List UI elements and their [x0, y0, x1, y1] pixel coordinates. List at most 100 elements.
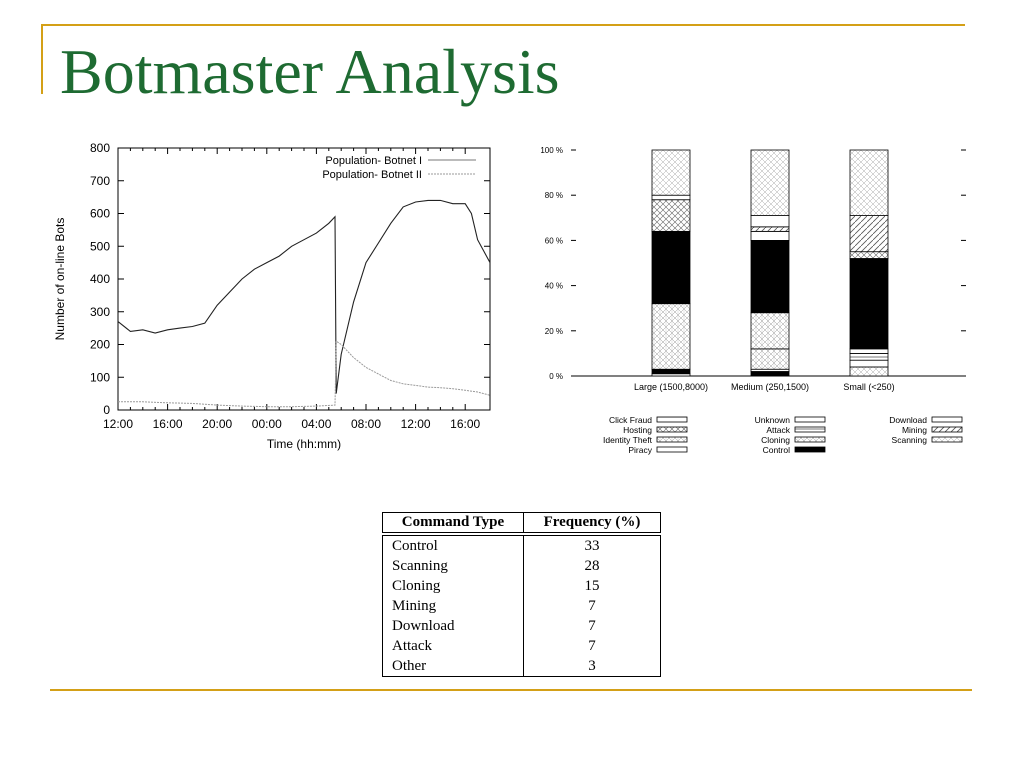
bar-segment — [750, 348, 790, 370]
frequency-cell: 28 — [523, 556, 661, 576]
bar-segment — [849, 251, 889, 259]
bar-segment — [750, 371, 790, 377]
y-tick-label: 500 — [90, 239, 110, 253]
y-tick-label: 600 — [90, 207, 110, 221]
command-type-cell: Attack — [382, 636, 524, 656]
bar-segment — [651, 149, 691, 196]
bar-segment — [750, 230, 790, 241]
table-row: Mining 7 — [382, 596, 661, 616]
bar-category-label: Small (<250) — [843, 382, 894, 392]
command-type-cell: Cloning — [382, 576, 524, 596]
series-line-botnet-1 — [118, 199, 490, 394]
bar-y-tick-label: 100 % — [540, 146, 563, 155]
y-tick-label: 700 — [90, 174, 110, 188]
bar-legend-label: Download — [889, 415, 927, 425]
bar-segment — [849, 215, 889, 253]
y-tick-label: 400 — [90, 272, 110, 286]
table-row: Control 33 — [382, 534, 661, 556]
bar-segment — [750, 312, 790, 350]
bar-y-tick-label: 0 % — [549, 372, 563, 381]
frequency-cell: 15 — [523, 576, 661, 596]
accent-line-bottom — [50, 689, 972, 691]
bar-legend-swatch — [794, 416, 826, 423]
bar-segment — [849, 352, 889, 361]
bar-legend-label: Click Fraud — [609, 415, 652, 425]
x-tick-label: 20:00 — [202, 417, 232, 431]
bar-category-label: Large (1500,8000) — [634, 382, 708, 392]
accent-line-top — [41, 24, 965, 26]
bar-legend-swatch — [794, 446, 826, 453]
bar-segment — [849, 149, 889, 216]
bar-category-label: Medium (250,1500) — [731, 382, 809, 392]
bar-segment — [750, 226, 790, 232]
x-tick-label: 08:00 — [351, 417, 381, 431]
accent-line-left — [41, 24, 43, 94]
bar-legend-swatch — [656, 436, 688, 443]
bar-legend-label: Unknown — [755, 415, 791, 425]
bar-legend-label: Piracy — [628, 445, 652, 455]
frequency-cell: 3 — [523, 656, 661, 677]
bar-segment — [849, 359, 889, 368]
bar-legend-label: Attack — [766, 425, 790, 435]
line-plot-frame — [117, 147, 491, 411]
bar-y-tick-label: 60 % — [545, 236, 563, 245]
bar-segment — [750, 215, 790, 228]
legend-label: Population- Botnet I — [325, 155, 422, 167]
bar-legend-label: Mining — [902, 425, 927, 435]
frequency-cell: 33 — [523, 534, 661, 556]
header-command-type: Command Type — [382, 512, 524, 535]
bar-segment — [750, 240, 790, 314]
population-line-chart: 0 100 200 300 400 500 600 700 800 12:00 16:00 20:00… — [53, 141, 491, 451]
x-tick-label: 04:00 — [301, 417, 331, 431]
bar-segment — [849, 366, 889, 377]
command-type-cell: Mining — [382, 596, 524, 616]
y-tick-label: 0 — [103, 403, 110, 417]
x-tick-label: 12:00 — [103, 417, 133, 431]
bar-segment — [651, 194, 691, 201]
bar-y-tick-label: 80 % — [545, 191, 563, 200]
command-type-cell: Scanning — [382, 556, 524, 576]
command-stacked-bar-chart: 0 % 20 % 40 % 60 % 80 % 100 % Large (1500,8000… — [540, 146, 966, 455]
bar-legend-swatch — [656, 446, 688, 453]
frequency-cell: 7 — [523, 616, 661, 636]
series-line-botnet-2 — [118, 340, 490, 408]
bar-legend-label: Control — [763, 445, 791, 455]
y-tick-label: 800 — [90, 141, 110, 155]
bar-legend-swatch — [656, 426, 688, 433]
bar-legend-swatch — [656, 416, 688, 423]
bar-segment — [651, 230, 691, 305]
legend-label: Population- Botnet II — [322, 169, 422, 181]
y-tick-label: 200 — [90, 338, 110, 352]
x-tick-label: 00:00 — [252, 417, 282, 431]
table-row: Scanning 28 — [382, 556, 661, 576]
command-type-cell: Other — [382, 656, 524, 677]
x-axis-title: Time (hh:mm) — [267, 437, 341, 451]
bar-legend-label: Scanning — [892, 435, 928, 445]
command-type-cell: Control — [382, 534, 524, 556]
table-row: Download 7 — [382, 616, 661, 636]
command-frequency-table: Command Type Frequency (%) Control 33 Scan… — [382, 512, 661, 677]
bar-segment — [651, 368, 691, 375]
bar-segment — [849, 348, 889, 354]
bar-legend-swatch — [931, 416, 963, 423]
bar-legend-label: Hosting — [623, 425, 652, 435]
bar-legend-swatch — [794, 426, 826, 433]
y-tick-label: 100 — [90, 370, 110, 384]
bar-segment — [651, 199, 691, 232]
bar-y-tick-label: 20 % — [545, 327, 563, 336]
y-axis-title: Number of on-line Bots — [53, 218, 67, 341]
slide-title: Botmaster Analysis — [60, 36, 560, 107]
bar-segment — [849, 258, 889, 350]
y-tick-label: 300 — [90, 305, 110, 319]
x-tick-label: 16:00 — [153, 417, 183, 431]
frequency-cell: 7 — [523, 596, 661, 616]
table-header-row: Command Type Frequency (%) — [382, 512, 661, 535]
bar-legend-label: Cloning — [761, 435, 790, 445]
bar-legend-label: Identity Theft — [603, 435, 653, 445]
frequency-cell: 7 — [523, 636, 661, 656]
x-tick-label: 16:00 — [450, 417, 480, 431]
header-frequency: Frequency (%) — [523, 512, 661, 535]
x-tick-label: 12:00 — [401, 417, 431, 431]
bar-segment — [750, 149, 790, 216]
command-type-cell: Download — [382, 616, 524, 636]
